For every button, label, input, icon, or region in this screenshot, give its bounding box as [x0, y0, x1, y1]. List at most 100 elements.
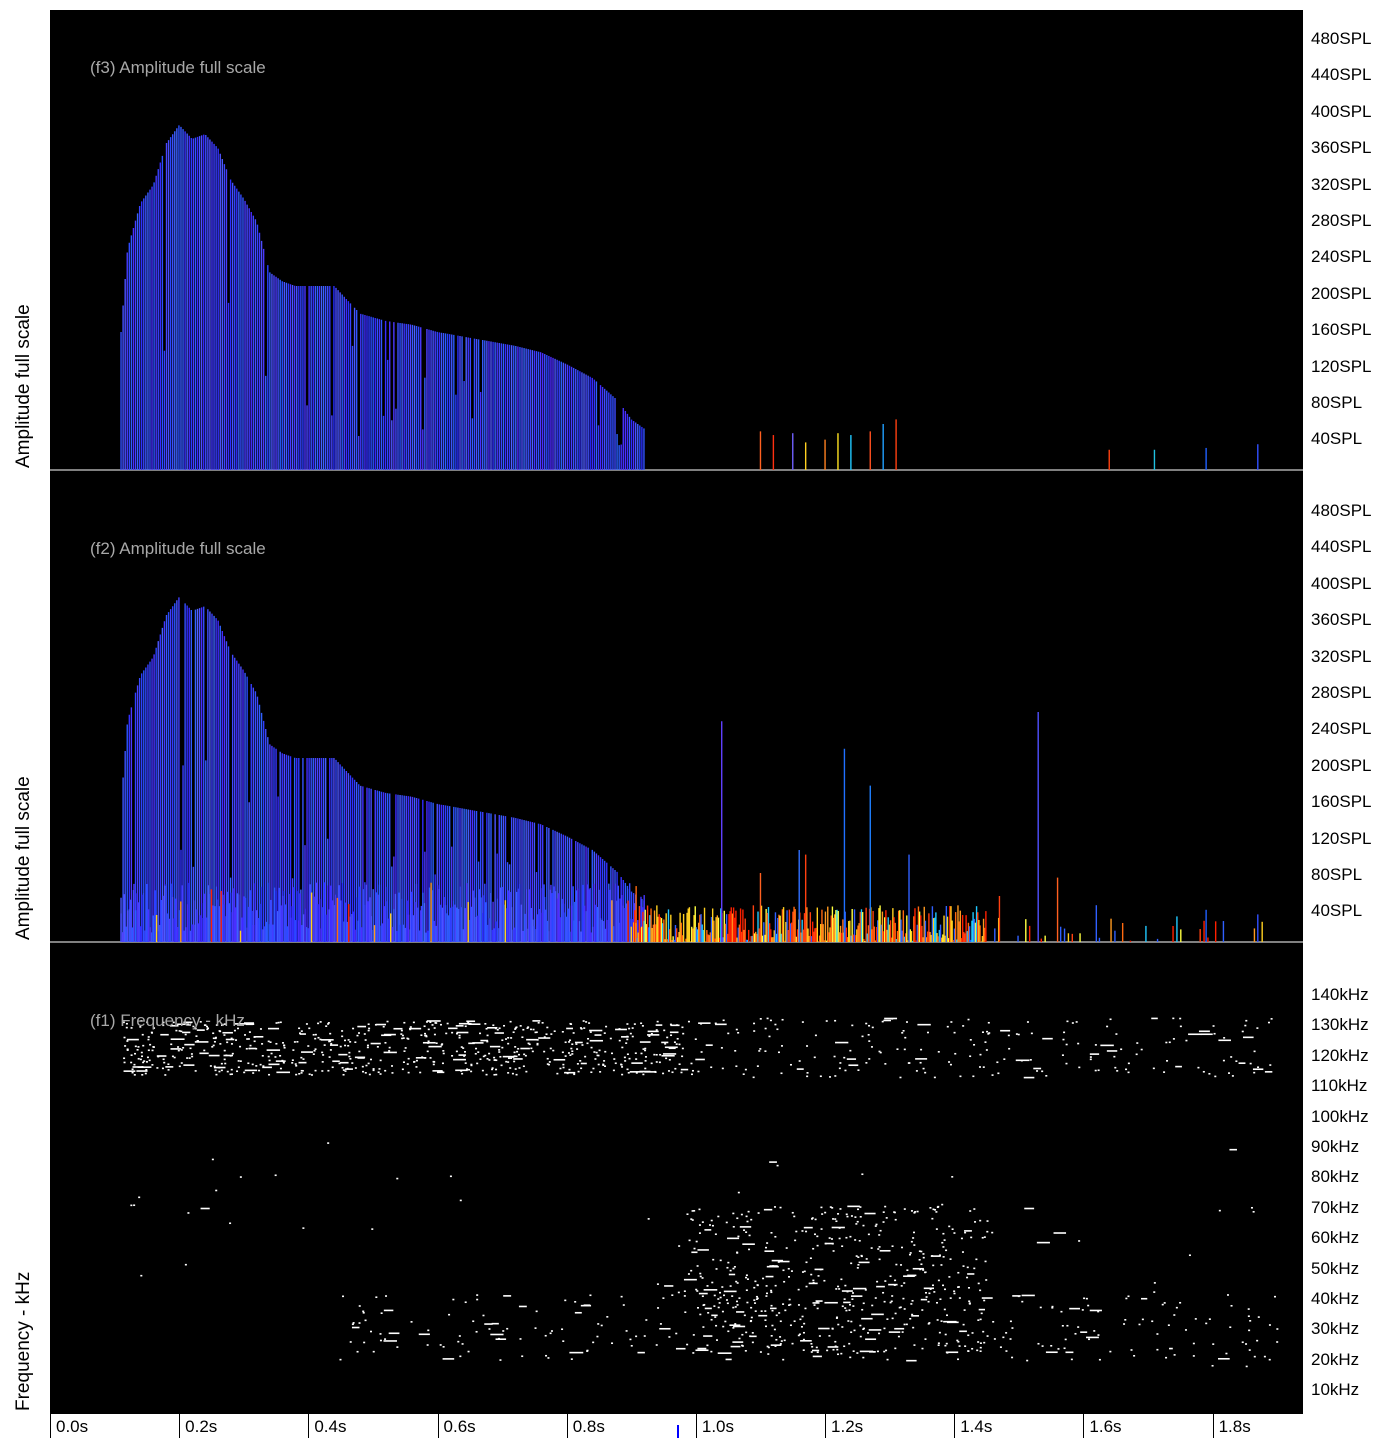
plot-area[interactable]: (f3) Amplitude full scale (f2) Amplitude… [50, 10, 1303, 1414]
frequency-point [707, 1312, 710, 1314]
frequency-point [675, 1043, 678, 1045]
frequency-point [261, 1043, 264, 1045]
frequency-point [663, 1029, 666, 1032]
frequency-point [848, 1064, 859, 1067]
frequency-point [1113, 1055, 1116, 1058]
frequency-point [850, 1331, 853, 1334]
frequency-point [530, 1047, 533, 1050]
frequency-point [247, 1062, 250, 1065]
frequency-point [629, 1032, 632, 1035]
frequency-panel-f1[interactable]: (f1) Frequency - kHz [50, 943, 1303, 1414]
frequency-point [690, 1062, 693, 1065]
frequency-point [765, 1246, 768, 1249]
frequency-point [475, 1330, 478, 1333]
frequency-point [719, 1296, 722, 1299]
amplitude-panel-f2[interactable]: (f2) Amplitude full scale [50, 471, 1303, 943]
frequency-point [522, 1028, 525, 1031]
amplitude-panel-f3[interactable]: (f3) Amplitude full scale [50, 10, 1303, 471]
frequency-point [656, 1020, 659, 1023]
playback-cursor[interactable] [676, 1425, 679, 1438]
frequency-point [167, 1069, 170, 1071]
frequency-point [854, 1216, 857, 1218]
frequency-point [698, 1232, 701, 1234]
frequency-point [712, 1258, 715, 1261]
frequency-point [363, 1341, 366, 1344]
frequency-point [1136, 1042, 1139, 1044]
frequency-point [514, 1046, 517, 1048]
frequency-point [704, 1229, 712, 1231]
frequency-point [791, 1211, 794, 1214]
frequency-point [635, 1072, 638, 1074]
frequency-point [970, 1236, 973, 1239]
frequency-point [862, 1224, 865, 1227]
frequency-point [459, 1355, 462, 1358]
frequency-point [921, 1309, 924, 1311]
frequency-point [721, 1286, 724, 1288]
frequency-point [882, 1211, 885, 1213]
frequency-point [922, 1067, 925, 1070]
frequency-point [696, 1307, 699, 1309]
frequency-point [526, 1027, 529, 1030]
frequency-point [903, 1275, 915, 1277]
frequency-point [213, 1040, 216, 1043]
frequency-point [1175, 1306, 1178, 1309]
frequency-point [810, 1273, 813, 1276]
frequency-point [937, 1205, 940, 1208]
frequency-point [740, 1213, 743, 1216]
frequency-point [188, 1057, 191, 1059]
frequency-point [635, 1058, 638, 1060]
frequency-point [624, 1060, 627, 1062]
amplitude-plot-f2 [50, 597, 1303, 943]
frequency-point [678, 1245, 681, 1247]
frequency-point [434, 1022, 437, 1024]
frequency-point [569, 1351, 584, 1354]
frequency-point [1036, 1070, 1039, 1072]
frequency-point [621, 1036, 629, 1038]
frequency-point [673, 1041, 676, 1044]
frequency-point [299, 1033, 306, 1035]
frequency-point [806, 1075, 809, 1078]
frequency-point [999, 1346, 1002, 1348]
y-axis-label-f1: Frequency - kHz [13, 1271, 34, 1411]
frequency-point [850, 1215, 853, 1217]
frequency-point [917, 1023, 931, 1026]
frequency-point [283, 1046, 286, 1049]
frequency-point [165, 1066, 174, 1068]
khz-tick-label: 120kHz [1311, 1045, 1369, 1065]
frequency-point [586, 1350, 589, 1352]
frequency-point [850, 1295, 863, 1297]
frequency-point [569, 1054, 572, 1056]
frequency-point [963, 1309, 966, 1311]
frequency-point [464, 1062, 467, 1064]
frequency-point [1242, 1036, 1254, 1039]
frequency-point [1231, 1075, 1234, 1077]
frequency-point [1269, 1064, 1272, 1066]
frequency-point [690, 1073, 693, 1076]
frequency-point [986, 1335, 989, 1337]
frequency-point [790, 1270, 793, 1272]
frequency-point [668, 1047, 676, 1050]
spl-tick-label: 120SPL [1311, 828, 1372, 848]
frequency-point [758, 1314, 768, 1317]
frequency-point [657, 1307, 660, 1309]
frequency-point [470, 1063, 473, 1066]
frequency-point [312, 1033, 315, 1036]
frequency-point [906, 1269, 909, 1272]
frequency-point [691, 1219, 694, 1221]
frequency-point [829, 1076, 832, 1078]
y-ticks-f3: 480SPL 440SPL 400SPL 360SPL 320SPL 280SPL 240S… [1311, 0, 1382, 471]
frequency-point [187, 1212, 190, 1214]
frequency-point [868, 1058, 871, 1060]
frequency-point [162, 1024, 165, 1027]
khz-tick-label: 140kHz [1311, 985, 1369, 1004]
frequency-point [1270, 1018, 1273, 1020]
spl-tick-label: 240SPL [1311, 247, 1372, 267]
spl-tick-label: 40SPL [1311, 901, 1363, 921]
frequency-point [714, 1022, 717, 1025]
frequency-point [1030, 1032, 1033, 1035]
frequency-point [662, 1072, 665, 1075]
frequency-point [900, 1264, 903, 1266]
frequency-point [736, 1217, 739, 1220]
frequency-point [1033, 1067, 1042, 1070]
frequency-point [300, 1072, 303, 1074]
